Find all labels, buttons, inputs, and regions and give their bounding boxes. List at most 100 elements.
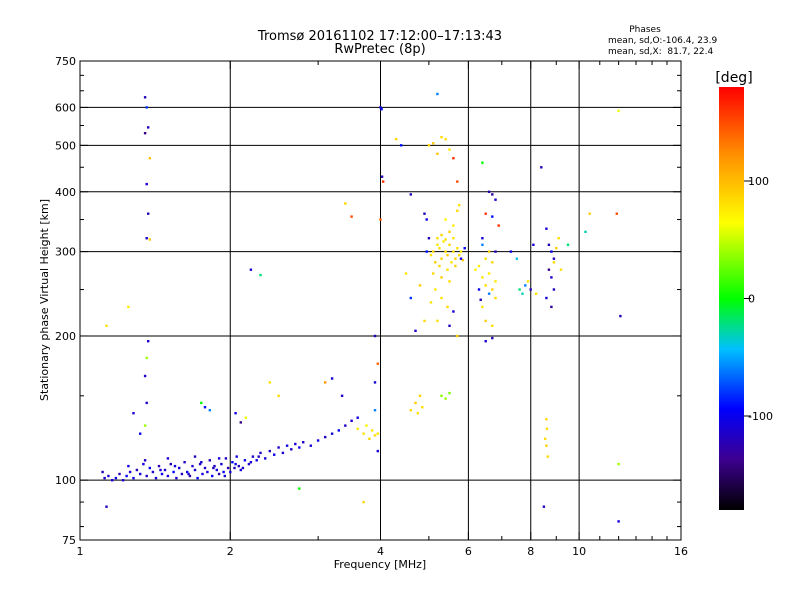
data-point xyxy=(268,381,271,384)
data-point xyxy=(446,305,449,309)
data-point xyxy=(615,212,618,215)
data-point xyxy=(423,319,426,323)
data-point xyxy=(249,461,253,464)
data-point xyxy=(234,462,237,466)
data-point xyxy=(450,261,453,264)
data-point xyxy=(255,459,258,462)
data-point xyxy=(154,476,158,480)
data-point xyxy=(243,459,247,462)
data-point xyxy=(147,340,150,343)
data-point xyxy=(208,409,211,412)
data-point xyxy=(166,474,170,478)
data-point xyxy=(290,448,293,451)
data-point xyxy=(362,432,365,435)
data-point xyxy=(479,298,482,301)
data-point xyxy=(193,455,197,458)
data-point xyxy=(427,144,431,147)
data-point xyxy=(143,132,147,135)
data-point xyxy=(477,288,481,291)
data-point xyxy=(259,273,262,277)
data-point xyxy=(444,138,447,141)
x-tick-label: 1 xyxy=(77,545,84,558)
data-point xyxy=(147,126,150,129)
data-point xyxy=(444,238,447,241)
data-point xyxy=(532,243,535,246)
data-point xyxy=(526,280,530,283)
data-point xyxy=(373,409,377,412)
data-point xyxy=(547,268,551,271)
data-point xyxy=(211,474,214,478)
colorbar-ticks: 100 0 -100 xyxy=(744,175,773,423)
data-point xyxy=(344,424,347,427)
data-point xyxy=(324,435,327,439)
data-point xyxy=(208,459,211,462)
data-point xyxy=(173,464,177,468)
data-point xyxy=(566,243,570,246)
data-point xyxy=(448,391,451,395)
data-point xyxy=(432,142,435,145)
data-point xyxy=(198,462,202,466)
colorbar-label: [deg] xyxy=(715,70,752,86)
data-point xyxy=(550,250,553,253)
colorbar-tick-label: 100 xyxy=(748,175,769,188)
data-points xyxy=(101,92,622,523)
data-point xyxy=(215,468,218,472)
data-point xyxy=(217,472,221,476)
data-point xyxy=(145,106,148,109)
data-point xyxy=(147,212,150,215)
data-point xyxy=(547,243,551,246)
data-point xyxy=(456,334,459,338)
data-point xyxy=(105,324,108,327)
y-axis-label: Stationary phase Virtual Height [km] xyxy=(38,199,51,401)
data-point xyxy=(143,459,147,462)
data-point xyxy=(400,144,403,147)
data-point xyxy=(418,394,422,397)
data-point xyxy=(481,276,484,279)
data-point xyxy=(448,324,451,327)
data-point xyxy=(440,136,443,139)
data-point xyxy=(425,218,428,221)
data-point xyxy=(143,424,147,427)
y-tick-label: 600 xyxy=(55,101,76,114)
data-point xyxy=(376,432,379,435)
data-point xyxy=(247,462,251,466)
data-point xyxy=(491,336,494,340)
data-point xyxy=(362,500,365,504)
data-point xyxy=(509,250,513,253)
data-point xyxy=(481,237,484,240)
data-point xyxy=(409,193,412,196)
data-point xyxy=(380,175,384,178)
data-point xyxy=(200,401,203,405)
data-point xyxy=(107,474,110,478)
data-point xyxy=(157,464,161,468)
x-axis-label: Frequency [MHz] xyxy=(334,558,426,571)
data-point xyxy=(365,424,368,427)
y-tick-label: 400 xyxy=(55,186,76,199)
data-point xyxy=(456,180,459,183)
data-point xyxy=(191,464,194,468)
data-point xyxy=(330,377,334,380)
data-point xyxy=(294,442,297,446)
data-point xyxy=(234,412,237,415)
data-point xyxy=(452,310,455,313)
data-point xyxy=(425,250,428,253)
data-point xyxy=(421,406,424,409)
data-point xyxy=(446,253,449,257)
data-point xyxy=(235,455,238,458)
data-point xyxy=(145,474,148,478)
data-point xyxy=(142,462,145,466)
data-point xyxy=(414,329,417,332)
phase-stats-heading: Phases xyxy=(629,25,661,35)
data-point xyxy=(368,437,371,440)
data-point xyxy=(534,292,538,295)
data-point xyxy=(463,247,466,250)
data-point xyxy=(404,272,408,275)
data-point xyxy=(118,472,121,476)
data-point xyxy=(382,180,385,183)
data-point xyxy=(518,288,521,291)
data-point xyxy=(273,453,276,456)
data-point xyxy=(145,356,148,360)
data-point xyxy=(481,305,484,309)
data-point xyxy=(454,257,457,260)
